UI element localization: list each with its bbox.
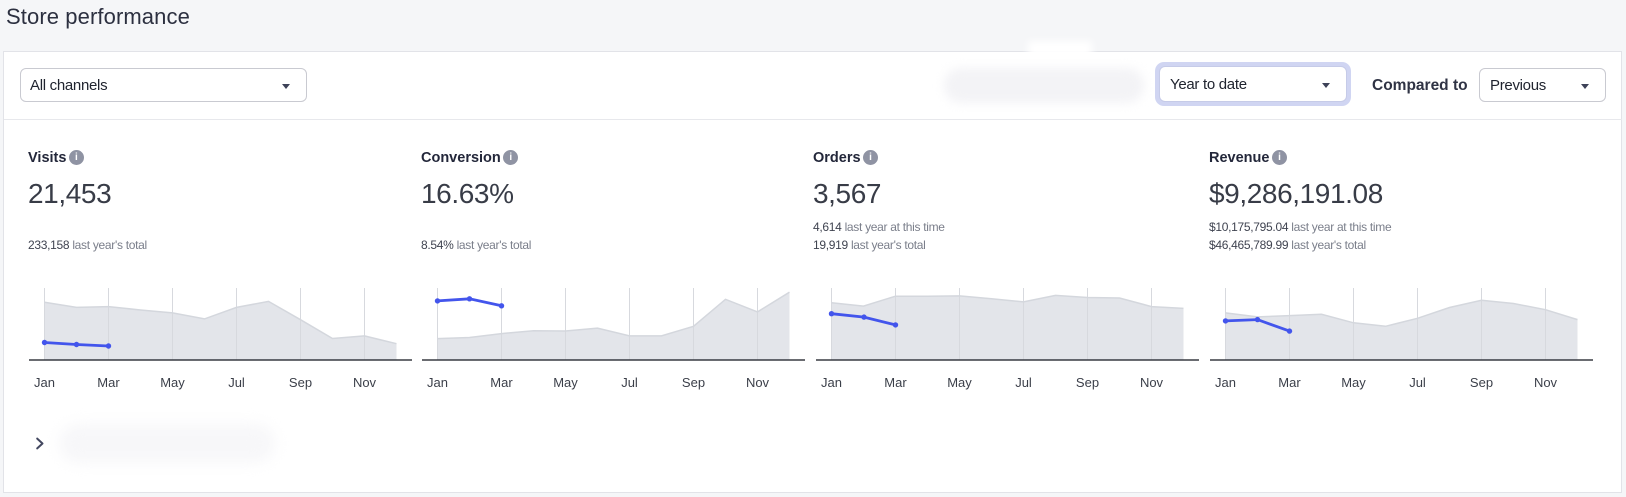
svg-text:May: May xyxy=(1341,375,1366,390)
svg-text:May: May xyxy=(553,375,578,390)
svg-text:Jan: Jan xyxy=(1215,375,1236,390)
svg-text:Jul: Jul xyxy=(1015,375,1032,390)
svg-text:Nov: Nov xyxy=(1140,375,1164,390)
svg-text:Nov: Nov xyxy=(746,375,770,390)
svg-text:May: May xyxy=(160,375,185,390)
svg-text:Jul: Jul xyxy=(1409,375,1426,390)
svg-text:Mar: Mar xyxy=(97,375,120,390)
svg-text:Nov: Nov xyxy=(353,375,377,390)
svg-text:May: May xyxy=(947,375,972,390)
svg-text:Sep: Sep xyxy=(289,375,312,390)
svg-text:Sep: Sep xyxy=(1470,375,1493,390)
svg-text:Nov: Nov xyxy=(1534,375,1558,390)
svg-text:Jan: Jan xyxy=(34,375,55,390)
svg-text:Mar: Mar xyxy=(1278,375,1301,390)
svg-text:Mar: Mar xyxy=(490,375,513,390)
svg-text:Jul: Jul xyxy=(621,375,638,390)
svg-text:Jan: Jan xyxy=(427,375,448,390)
svg-text:Sep: Sep xyxy=(1076,375,1099,390)
svg-text:Sep: Sep xyxy=(682,375,705,390)
svg-text:Jan: Jan xyxy=(821,375,842,390)
svg-text:Jul: Jul xyxy=(228,375,245,390)
svg-text:Mar: Mar xyxy=(884,375,907,390)
